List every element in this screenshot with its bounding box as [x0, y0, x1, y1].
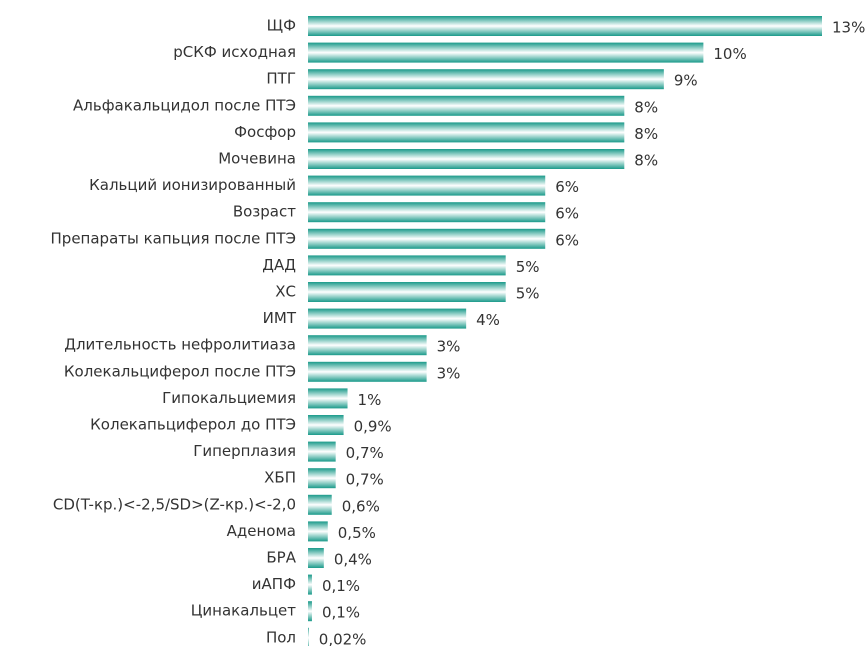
- bar: [308, 627, 309, 646]
- bar: [308, 388, 348, 409]
- value-label: 6%: [555, 205, 579, 223]
- value-label: 13%: [832, 19, 865, 37]
- bar: [308, 255, 506, 276]
- category-label: Альфакальцидол после ПТЭ: [73, 96, 296, 114]
- value-label: 3%: [437, 338, 461, 356]
- value-label: 0,5%: [338, 524, 376, 542]
- bar: [308, 282, 506, 302]
- bar: [308, 548, 324, 568]
- category-label: Пол: [266, 628, 296, 646]
- category-label: Фосфор: [234, 123, 296, 141]
- bar: [308, 95, 625, 116]
- category-label: ПТГ: [266, 70, 296, 88]
- category-label: ХБП: [264, 469, 296, 487]
- bar: [308, 468, 336, 489]
- bar: [308, 415, 344, 435]
- value-label: 0,7%: [346, 444, 384, 462]
- bar: [308, 69, 664, 90]
- value-label: 0,9%: [354, 418, 392, 436]
- value-label: 0,4%: [334, 551, 372, 569]
- bar: [308, 601, 312, 622]
- bar: [308, 494, 332, 515]
- value-label: 0,1%: [322, 604, 360, 622]
- category-label: ЩФ: [267, 17, 296, 35]
- category-label: иАПФ: [252, 575, 296, 593]
- category-label: Колекапьциферол до ПТЭ: [90, 416, 296, 434]
- category-label: ХС: [275, 283, 296, 301]
- category-label: Цинакальцет: [191, 602, 297, 620]
- bar: [308, 149, 625, 169]
- category-label: Препараты капьция после ПТЭ: [51, 229, 296, 247]
- category-label: CD(T-кр.)<-2,5/SD>(Z-кр.)<-2,0: [53, 495, 296, 513]
- bar: [308, 122, 625, 143]
- bar: [308, 202, 546, 223]
- value-label: 5%: [516, 258, 540, 276]
- bar: [308, 175, 546, 196]
- bar: [308, 574, 312, 595]
- bar: [308, 42, 704, 63]
- category-label: Мочевина: [218, 150, 296, 168]
- category-label: ИМТ: [263, 309, 297, 327]
- bar: [308, 441, 336, 462]
- value-label: 0,6%: [342, 497, 380, 515]
- value-label: 9%: [674, 72, 698, 90]
- value-label: 0,1%: [322, 577, 360, 595]
- bar: [308, 335, 427, 356]
- value-label: 0,02%: [319, 630, 367, 646]
- bar: [308, 228, 546, 249]
- value-label: 8%: [634, 98, 658, 116]
- value-label: 1%: [358, 391, 382, 409]
- category-label: Аденома: [227, 522, 296, 540]
- value-label: 8%: [634, 152, 658, 170]
- category-label: Гипокальциемия: [162, 389, 296, 407]
- value-label: 6%: [555, 178, 579, 196]
- category-label: Гиперплазия: [193, 442, 296, 460]
- category-label: Колекальциферол после ПТЭ: [64, 362, 296, 380]
- category-label: рСКФ исходная: [173, 43, 296, 61]
- bar: [308, 361, 427, 382]
- value-label: 0,7%: [346, 471, 384, 489]
- bar: [308, 308, 467, 329]
- value-label: 8%: [634, 125, 658, 143]
- category-label: Возраст: [233, 203, 296, 221]
- bar: [308, 16, 822, 36]
- value-label: 5%: [516, 285, 540, 303]
- value-label: 4%: [476, 311, 500, 329]
- category-label: Длительность нефролитиаза: [64, 336, 296, 354]
- bar: [308, 521, 328, 542]
- value-label: 3%: [437, 364, 461, 382]
- category-label: БРА: [266, 549, 296, 567]
- category-label: ДАД: [262, 256, 296, 274]
- value-label: 6%: [555, 231, 579, 249]
- category-label: Кальций ионизированный: [89, 176, 296, 194]
- value-label: 10%: [713, 45, 746, 63]
